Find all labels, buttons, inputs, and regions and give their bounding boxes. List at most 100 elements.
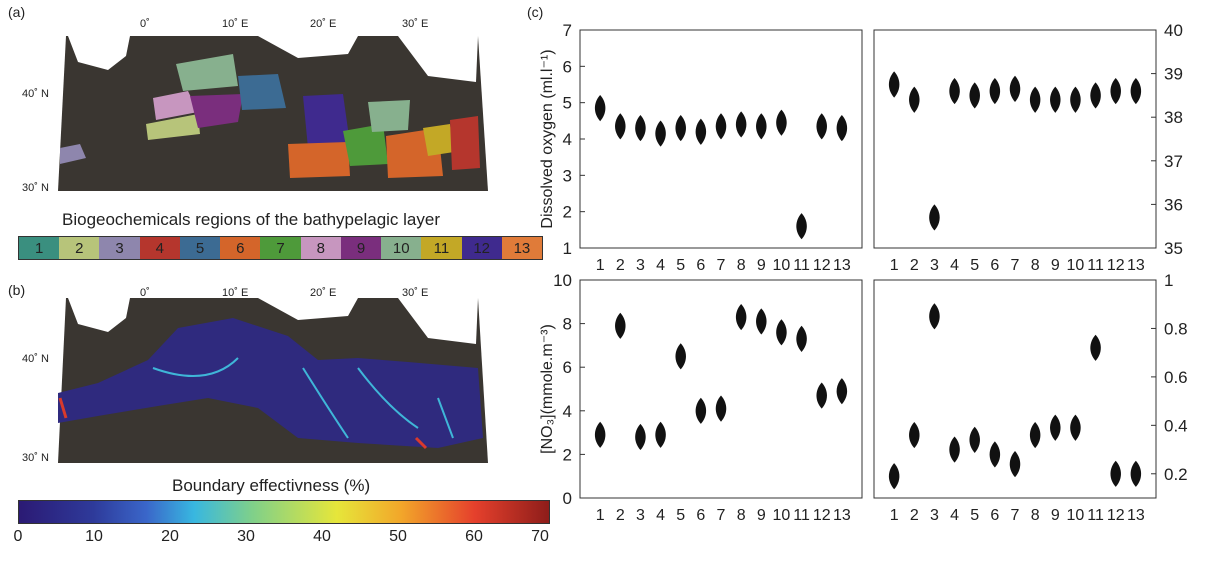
map-b-boundary-hot <box>58 397 428 450</box>
x-tick-label: 11 <box>793 257 810 274</box>
region-8: 8 <box>300 237 341 259</box>
violin-mark <box>756 113 767 140</box>
violin-mark <box>735 111 747 138</box>
violin-mark <box>1110 77 1121 105</box>
x-tick-label: 10 <box>1067 257 1085 274</box>
map-b-lat-tick: 40˚ N <box>22 353 49 365</box>
colorbar-tick: 70 <box>531 528 549 545</box>
map-a-lon-tick: 30˚ E <box>402 18 429 30</box>
x-tick-label: 4 <box>950 507 959 524</box>
x-tick-label: 11 <box>1087 507 1104 524</box>
x-tick-label: 7 <box>1011 507 1020 524</box>
y-tick-label: 7 <box>563 21 572 40</box>
map-a-region-8 <box>288 142 350 178</box>
violin-mark <box>929 303 940 330</box>
x-tick-label: 5 <box>970 507 979 524</box>
region-7: 7 <box>260 237 301 259</box>
violin-mark <box>796 325 807 352</box>
y-tick-label: 35 <box>1164 239 1183 258</box>
y-tick-label: 8 <box>563 315 572 334</box>
y-tick-label: 38 <box>1164 108 1183 127</box>
violin-mark <box>836 115 848 142</box>
x-tick-label: 1 <box>890 257 899 274</box>
x-tick-label: 2 <box>910 257 919 274</box>
map-b <box>58 298 488 463</box>
violin-mark <box>816 382 827 409</box>
x-tick-label: 2 <box>616 507 625 524</box>
map-b-white-coast <box>258 298 358 320</box>
region-12: 12 <box>461 237 502 259</box>
y-tick-label: 6 <box>563 57 572 76</box>
map-a-region-13 <box>450 116 480 170</box>
violin-mark <box>715 395 727 422</box>
colorbar-tick: 20 <box>161 528 179 545</box>
x-tick-label: 8 <box>737 507 746 524</box>
violin-mark <box>949 436 960 463</box>
violin-mark <box>796 213 807 240</box>
violin-mark <box>776 109 787 136</box>
region-3: 3 <box>99 237 140 259</box>
map-a-lon-tick: 20˚ E <box>310 18 337 30</box>
violin-mark <box>715 113 727 140</box>
violin-mark <box>1029 86 1041 113</box>
x-tick-label: 6 <box>990 507 999 524</box>
y-tick-label: 2 <box>563 203 572 222</box>
violin-mark <box>816 113 827 140</box>
region-2: 2 <box>59 237 100 259</box>
plot-frame <box>579 279 863 499</box>
violin-mark <box>949 77 960 105</box>
map-a-region-2 <box>146 114 200 140</box>
x-tick-label: 9 <box>1051 507 1060 524</box>
violin-mark <box>969 82 980 109</box>
map-a-region-5 <box>190 94 243 128</box>
x-tick-label: 13 <box>833 507 851 524</box>
violin-mark <box>735 303 747 331</box>
violin-mark <box>929 204 940 231</box>
map-a <box>58 36 488 191</box>
x-tick-label: 13 <box>1127 257 1145 274</box>
violin-mark <box>655 120 666 147</box>
violin-mark <box>695 118 707 145</box>
x-tick-label: 12 <box>813 507 831 524</box>
violin-mark <box>655 421 666 448</box>
x-tick-label: 7 <box>717 507 726 524</box>
region-13: 13 <box>501 237 543 259</box>
colorbar-title: Boundary effectivness (%) <box>172 476 371 495</box>
violin-mark <box>615 312 626 339</box>
violin-mark <box>1110 460 1121 487</box>
region-4: 4 <box>139 237 180 259</box>
x-tick-label: 9 <box>1051 257 1060 274</box>
y-tick-label: 0.8 <box>1164 319 1188 338</box>
y-tick-label: 0.4 <box>1164 416 1188 435</box>
violin-mark <box>594 421 606 448</box>
x-tick-label: 5 <box>970 257 979 274</box>
colorbar <box>18 500 550 524</box>
violin-mark <box>1070 86 1081 113</box>
y-tick-label: 0 <box>563 489 572 508</box>
plot-frame <box>873 279 1157 499</box>
y-tick-label: 0.6 <box>1164 368 1188 387</box>
x-tick-label: 10 <box>773 507 791 524</box>
map-a-lon-tick: 10˚ E <box>222 18 249 30</box>
region-11: 11 <box>421 237 462 259</box>
violin-mark <box>1050 414 1061 441</box>
violin-mark <box>1029 421 1041 449</box>
map-a-region-12 <box>423 124 454 156</box>
x-tick-label: 9 <box>757 507 766 524</box>
colorbar-tick: 40 <box>313 528 331 545</box>
map-a-white-coast <box>258 36 358 58</box>
x-tick-label: 4 <box>656 507 665 524</box>
y-tick-label: 39 <box>1164 65 1183 84</box>
violin-mark <box>1090 82 1101 109</box>
map-b-lon-tick: 30˚ E <box>402 287 429 299</box>
x-tick-label: 7 <box>1011 257 1020 274</box>
violin-mark <box>1090 334 1101 361</box>
map-a-lat-tick: 40˚ N <box>22 88 49 100</box>
violin-mark <box>836 378 848 405</box>
violin-mark <box>888 71 900 98</box>
x-tick-label: 13 <box>833 257 851 274</box>
map-b-white-coast <box>398 298 478 344</box>
violin-mark <box>615 113 626 140</box>
map-a-region-10 <box>368 100 410 132</box>
